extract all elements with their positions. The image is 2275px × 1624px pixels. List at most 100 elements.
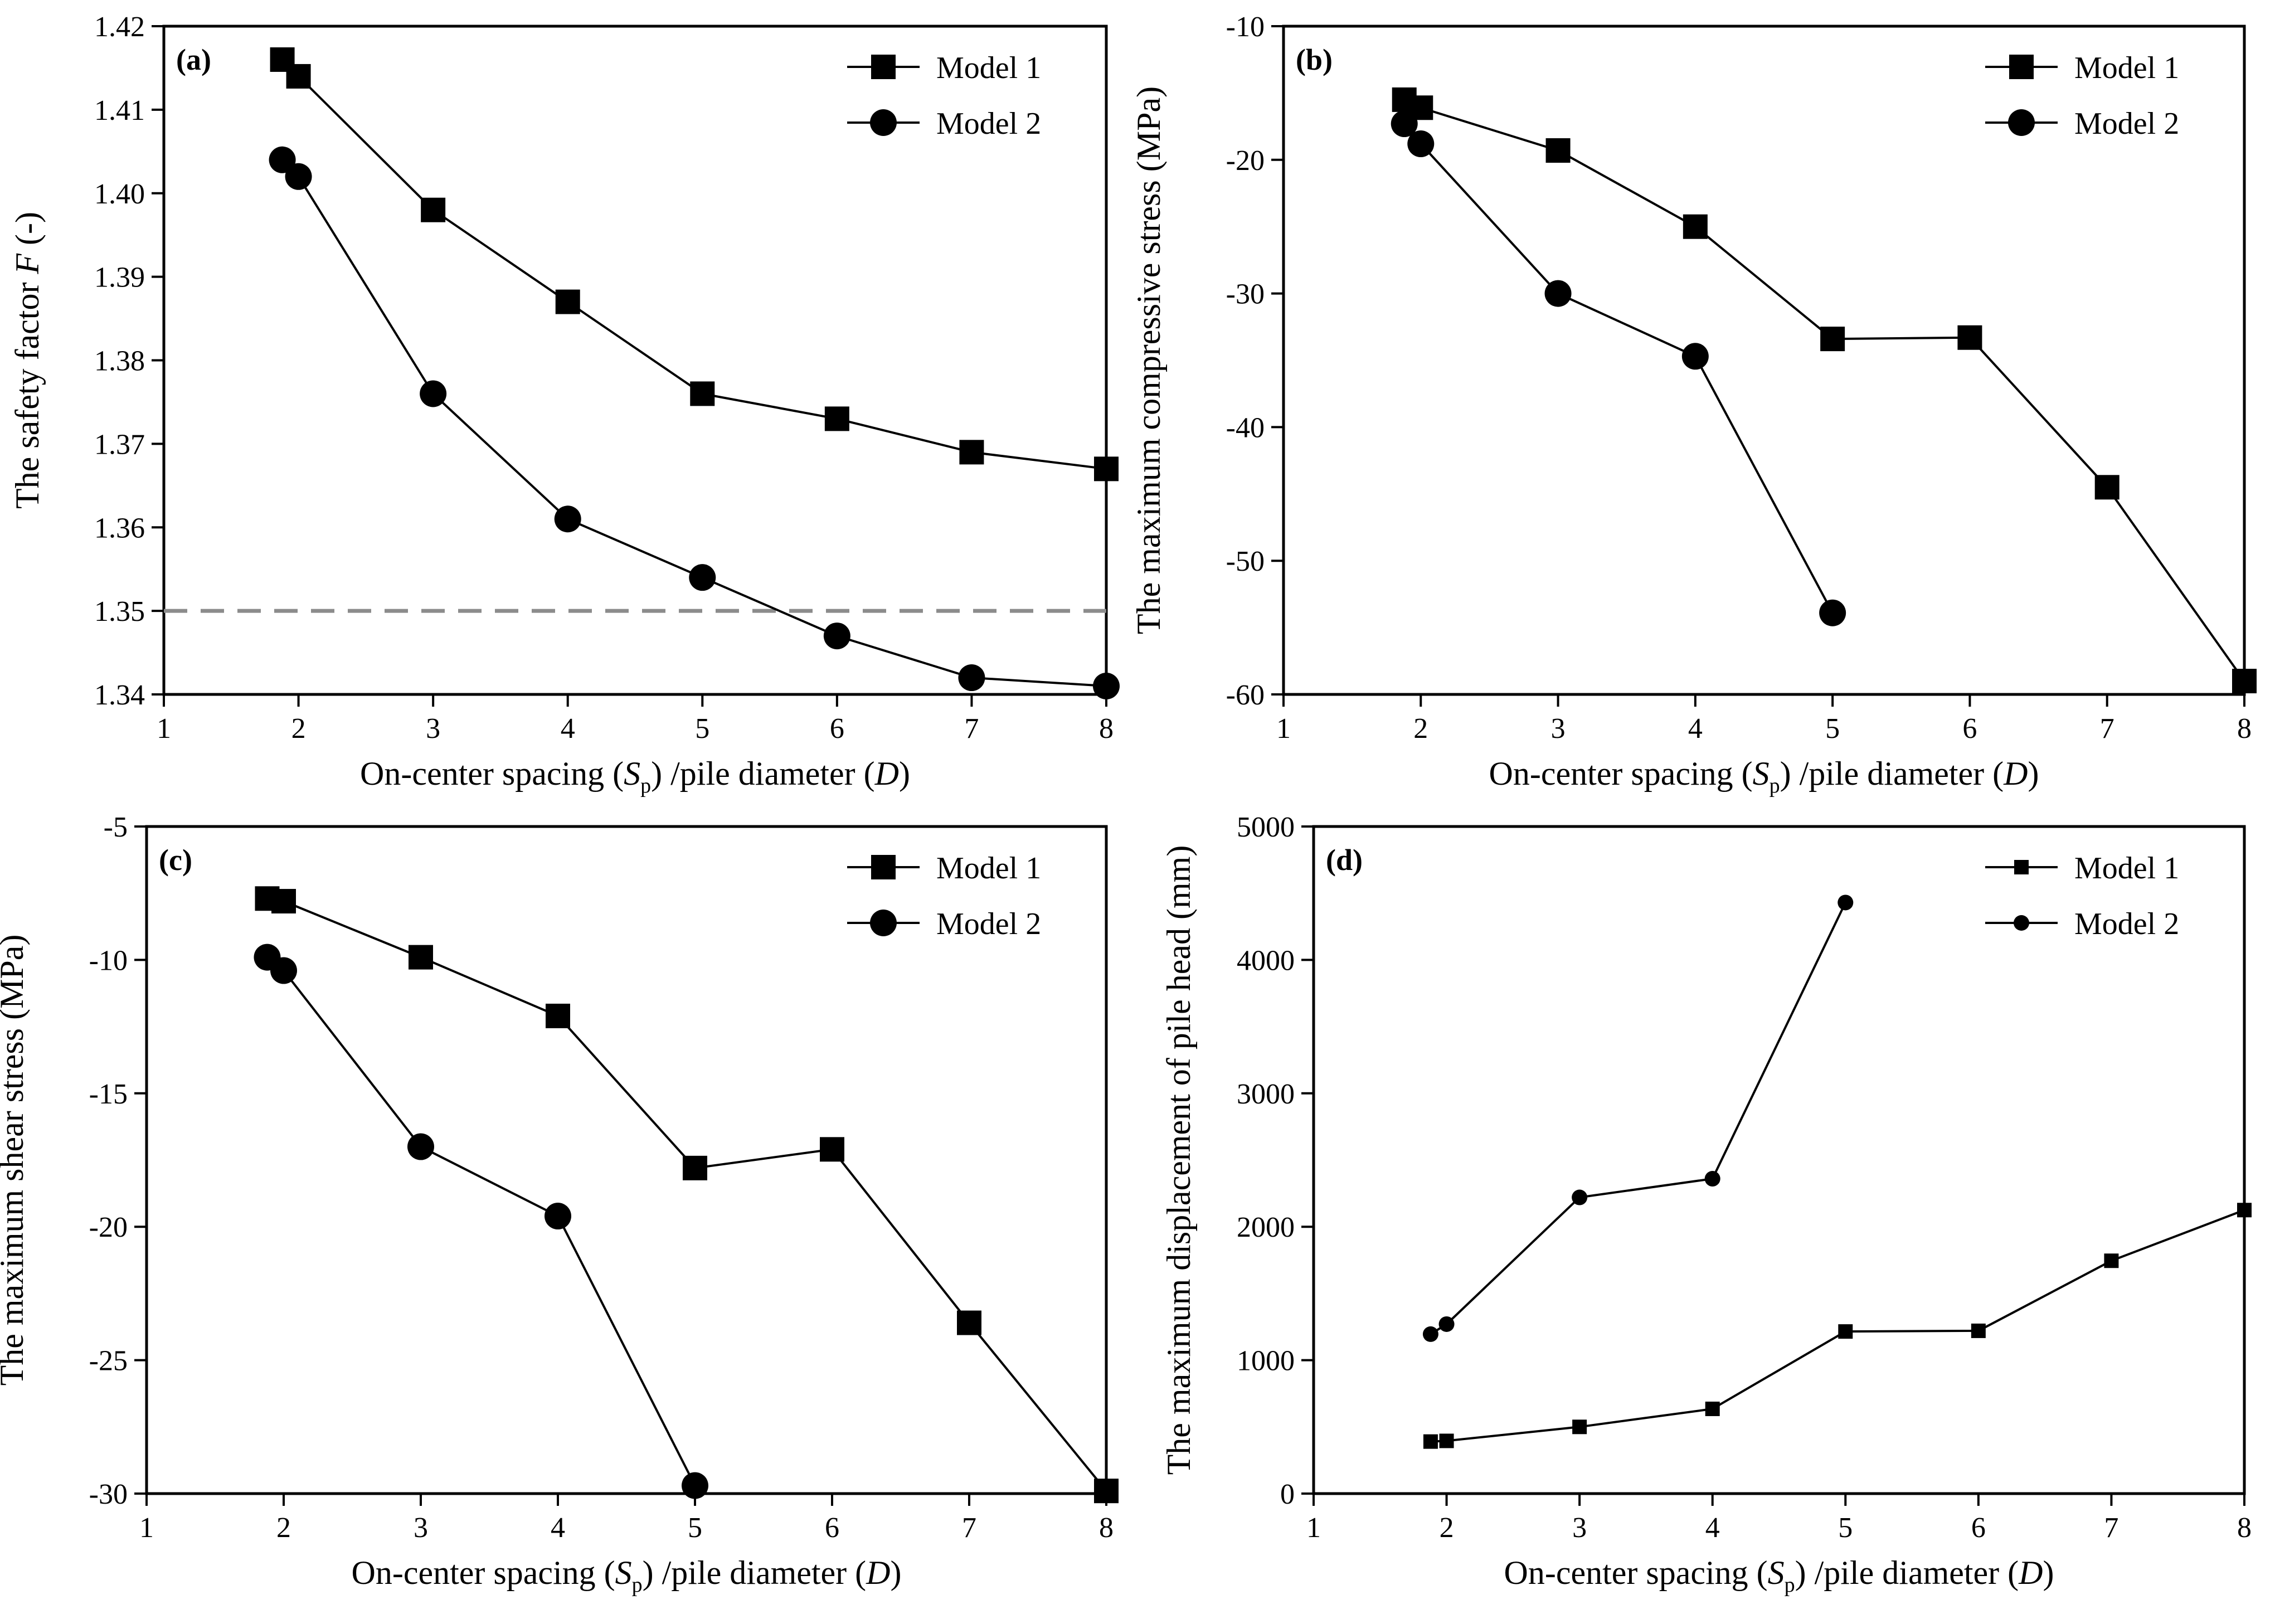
- data-point-square: [409, 945, 433, 970]
- panel-tag: (a): [176, 43, 211, 76]
- x-tick-label: 1: [139, 1512, 154, 1544]
- data-point-circle: [1422, 1326, 1438, 1342]
- data-point-circle: [823, 623, 850, 650]
- x-axis-label: On-center spacing (Sp) /pile diameter (D…: [360, 755, 910, 798]
- data-point-circle: [1391, 110, 1418, 138]
- data-point-square: [959, 440, 984, 465]
- data-point-circle: [1704, 1171, 1720, 1187]
- x-tick-label: 7: [2100, 713, 2114, 745]
- x-tick-label: 3: [426, 713, 440, 745]
- data-point-square: [1545, 138, 1571, 163]
- series-model-2: [269, 146, 1120, 700]
- data-point-circle: [407, 1133, 434, 1160]
- legend-label: Model 1: [936, 851, 1041, 886]
- x-tick-label: 1: [1276, 713, 1291, 745]
- panel-b: 1 2 3 4 5 6 7 8 -60 -50 -40 -30 -20 -10 Model 1 Model 2…: [1130, 11, 2257, 798]
- data-point-square: [1094, 456, 1119, 482]
- x-tick-label: 4: [1705, 1512, 1720, 1544]
- y-tick-label: 1.40: [94, 178, 145, 210]
- data-point-circle: [1838, 894, 1854, 911]
- x-tick-label: 4: [1688, 713, 1703, 745]
- y-tick-label: 1.36: [94, 512, 145, 544]
- data-point-circle: [958, 664, 985, 692]
- x-tick-label: 8: [1099, 1512, 1114, 1544]
- x-tick-label: 5: [688, 1512, 702, 1544]
- legend-label: Model 1: [2074, 51, 2179, 85]
- x-tick-label: 8: [2237, 1512, 2252, 1544]
- data-point-square: [2094, 475, 2120, 500]
- x-tick-label: 6: [830, 713, 844, 745]
- x-tick-label: 7: [2104, 1512, 2118, 1544]
- legend-marker-circle: [870, 109, 897, 136]
- y-tick-label: 1.35: [94, 596, 145, 628]
- y-tick-label: -15: [89, 1078, 128, 1110]
- data-point-square: [2232, 669, 2257, 694]
- x-tick-label: 1: [157, 713, 171, 745]
- x-tick-label: 3: [1572, 1512, 1587, 1544]
- panel-a: 1 2 3 4 5 6 7 8 1.34 1.35 1.36 1.37 1.38 1.39 1.40 1.41…: [9, 11, 1120, 798]
- series-model-2: [1391, 110, 1846, 626]
- y-tick-label: 1.42: [94, 11, 145, 43]
- data-point-square: [1820, 327, 1845, 352]
- y-axis-label: The maximum displacement of pile head (m…: [1160, 845, 1197, 1475]
- y-tick-label: -10: [89, 945, 128, 976]
- plot-frame: [145, 825, 1108, 1495]
- series-line: [1430, 1209, 2245, 1443]
- y-tick-label: 2000: [1237, 1212, 1295, 1243]
- x-tick-label: 3: [414, 1512, 428, 1544]
- data-point-square: [1957, 325, 1982, 350]
- y-tick-label: -10: [1226, 11, 1265, 43]
- y-axis-label: The maximum shear stress (MPa): [0, 935, 30, 1386]
- legend-marker-circle: [870, 910, 897, 936]
- y-tick-label: -30: [89, 1479, 128, 1510]
- x-tick-label: 5: [1825, 713, 1840, 745]
- x-tick-label: 7: [964, 713, 979, 745]
- data-point-circle: [554, 505, 581, 533]
- data-point-square: [683, 1155, 707, 1180]
- series-line: [1403, 123, 1834, 614]
- legend-marker-square: [2014, 860, 2029, 874]
- y-tick-label: 1.34: [94, 679, 145, 711]
- data-point-square: [1705, 1401, 1720, 1416]
- series-model-2: [254, 944, 708, 1499]
- x-tick-label: 8: [2237, 713, 2252, 745]
- y-axis-label: The safety factor F (-): [9, 212, 46, 509]
- y-tick-label: -40: [1226, 412, 1265, 444]
- data-point-square: [1838, 1324, 1853, 1339]
- data-point-circle: [1407, 130, 1435, 158]
- x-axis-label: On-center spacing (Sp) /pile diameter (D…: [1504, 1554, 2054, 1597]
- legend: Model 1 Model 2: [847, 51, 1041, 141]
- data-point-circle: [1093, 673, 1120, 700]
- data-point-circle: [270, 957, 297, 984]
- panel-c: 1 2 3 4 5 6 7 8 -30 -25 -20 -15 -10 -5 Model 1 Model 2 (…: [0, 811, 1119, 1597]
- data-point-square: [1439, 1433, 1454, 1448]
- data-point-square: [820, 1137, 844, 1162]
- legend-label: Model 2: [2074, 106, 2179, 141]
- data-point-square: [2104, 1253, 2119, 1268]
- data-point-circle: [269, 146, 296, 173]
- x-tick-label: 3: [1551, 713, 1566, 745]
- x-tick-label: 2: [1413, 713, 1428, 745]
- y-tick-label: 4000: [1237, 945, 1295, 976]
- data-point-circle: [1819, 599, 1846, 626]
- data-point-square: [1572, 1419, 1587, 1435]
- panel-tag: (b): [1296, 43, 1333, 76]
- x-tick-label: 6: [1971, 1512, 1986, 1544]
- series-model-1: [1423, 1203, 2252, 1449]
- data-point-square: [286, 64, 311, 89]
- data-point-circle: [1681, 343, 1709, 370]
- legend-marker-square: [2009, 55, 2034, 79]
- data-point-square: [421, 197, 446, 222]
- y-tick-label: -25: [89, 1345, 128, 1377]
- data-point-square: [555, 289, 580, 314]
- data-point-circle: [1572, 1189, 1588, 1205]
- x-tick-label: 8: [1099, 713, 1114, 745]
- x-tick-label: 6: [1962, 713, 1977, 745]
- data-point-circle: [1544, 280, 1572, 307]
- x-tick-label: 4: [551, 1512, 565, 1544]
- series-line: [1403, 99, 2245, 682]
- series-line: [267, 897, 1107, 1492]
- y-tick-label: -30: [1226, 279, 1265, 310]
- y-tick-label: 3000: [1237, 1078, 1295, 1110]
